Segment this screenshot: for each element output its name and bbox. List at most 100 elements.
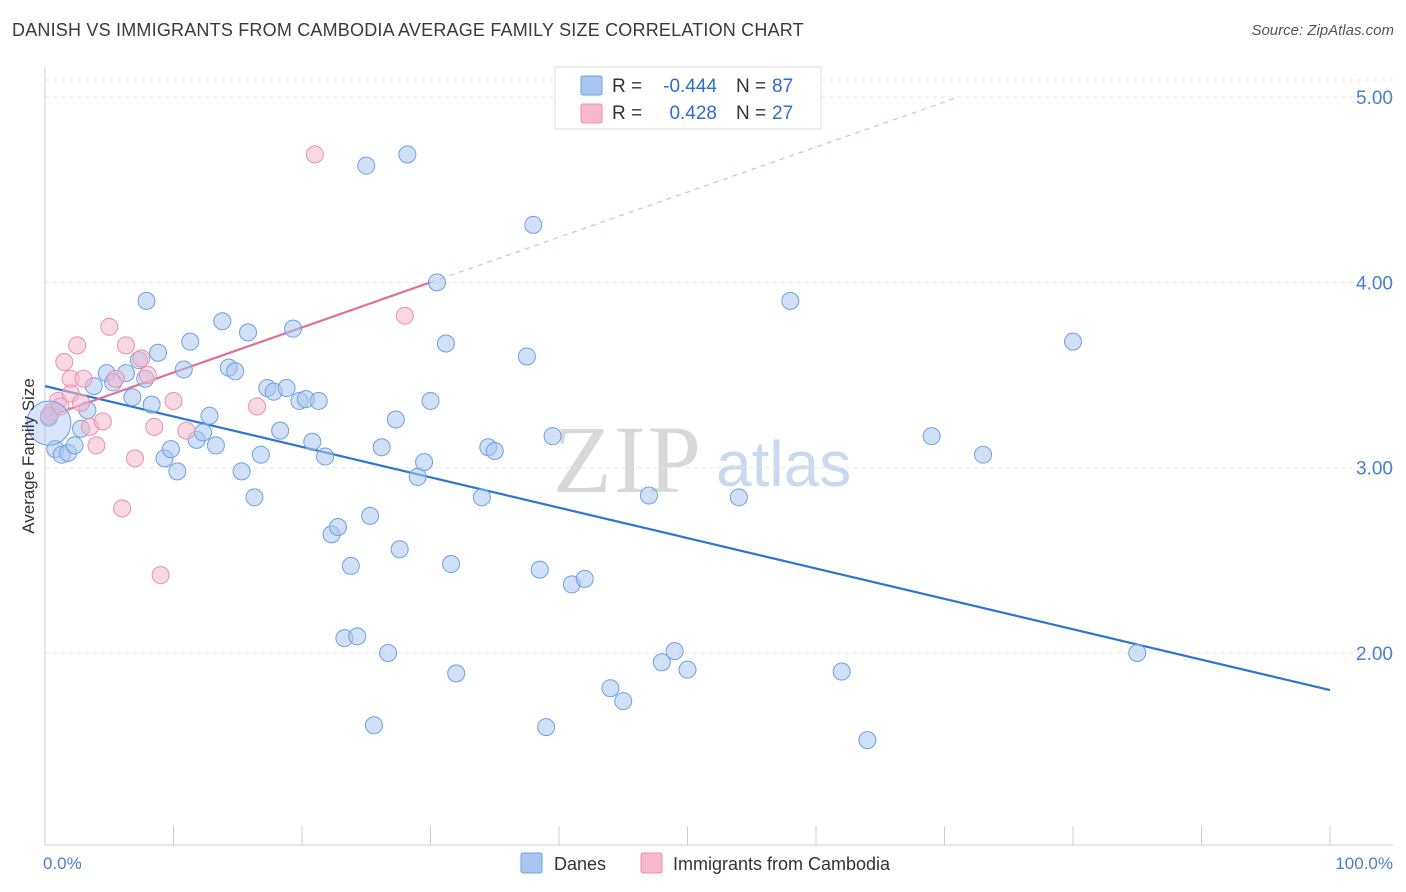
point-danes bbox=[200, 406, 219, 425]
point-danes bbox=[226, 362, 245, 381]
point-danes bbox=[364, 716, 383, 735]
point-danes bbox=[524, 215, 543, 234]
point-danes bbox=[213, 312, 232, 331]
bottom-legend: Danes Immigrants from Cambodia bbox=[520, 852, 891, 874]
point-danes bbox=[316, 447, 335, 466]
point-danes bbox=[472, 488, 491, 507]
point-danes bbox=[137, 291, 156, 310]
trend-line-danes bbox=[44, 385, 1331, 692]
axes bbox=[44, 68, 1393, 846]
point-danes bbox=[601, 679, 620, 698]
point-cambodia bbox=[106, 369, 125, 388]
point-cambodia bbox=[125, 449, 144, 468]
point-danes bbox=[251, 445, 270, 464]
point-danes bbox=[328, 517, 347, 536]
point-cambodia bbox=[71, 393, 90, 412]
watermark-zip: ZIP bbox=[553, 406, 703, 513]
point-danes bbox=[348, 627, 367, 646]
point-danes bbox=[142, 395, 161, 414]
point-danes bbox=[341, 556, 360, 575]
trend-line-cambodia-extension bbox=[430, 96, 958, 283]
point-danes bbox=[729, 488, 748, 507]
point-danes bbox=[442, 555, 461, 574]
point-danes bbox=[447, 664, 466, 683]
point-danes bbox=[537, 718, 556, 737]
point-cambodia bbox=[74, 369, 93, 388]
point-cambodia bbox=[132, 349, 151, 368]
point-danes bbox=[652, 653, 671, 672]
legend-swatch-danes bbox=[580, 75, 603, 96]
point-danes bbox=[149, 343, 168, 362]
point-danes bbox=[974, 445, 993, 464]
point-danes bbox=[1128, 644, 1147, 662]
x-tick-label-min: 0.0% bbox=[43, 854, 82, 873]
point-danes bbox=[123, 388, 142, 407]
point-cambodia bbox=[248, 397, 267, 416]
bottom-legend-label-cambodia: Immigrants from Cambodia bbox=[673, 854, 891, 874]
point-danes bbox=[398, 145, 417, 164]
point-cambodia bbox=[93, 412, 112, 431]
legend-n-value-danes: 87 bbox=[772, 76, 793, 97]
y-tick-label: 4.00 bbox=[1356, 273, 1393, 294]
point-danes bbox=[436, 334, 455, 353]
point-danes bbox=[408, 467, 427, 486]
y-tick-label: 3.00 bbox=[1356, 459, 1393, 480]
legend-n-value-cambodia: 27 bbox=[772, 103, 793, 124]
x-tick-label-max: 100.0% bbox=[1335, 854, 1393, 873]
point-danes bbox=[665, 642, 684, 661]
bottom-legend-label-danes: Danes bbox=[554, 854, 606, 874]
point-danes bbox=[168, 462, 187, 481]
point-danes bbox=[181, 332, 200, 351]
point-danes bbox=[361, 506, 380, 525]
chart-source: Source: ZipAtlas.com bbox=[1251, 22, 1394, 39]
point-danes bbox=[530, 560, 549, 579]
point-danes bbox=[284, 319, 303, 338]
point-cambodia bbox=[151, 566, 170, 585]
point-danes bbox=[206, 436, 225, 455]
point-danes bbox=[922, 427, 941, 446]
point-danes bbox=[161, 440, 180, 459]
legend-r-label-cambodia: R = bbox=[612, 103, 642, 124]
point-danes bbox=[245, 488, 264, 507]
point-danes bbox=[1064, 332, 1082, 351]
point-danes bbox=[372, 438, 391, 457]
watermark-atlas: atlas bbox=[716, 428, 851, 500]
chart-title: DANISH VS IMMIGRANTS FROM CAMBODIA AVERA… bbox=[12, 20, 804, 40]
point-danes bbox=[543, 427, 562, 446]
point-danes bbox=[357, 156, 376, 175]
gridlines bbox=[45, 79, 1393, 654]
trend-lines bbox=[44, 96, 1331, 692]
point-cambodia bbox=[116, 336, 135, 355]
point-danes bbox=[390, 540, 409, 559]
point-cambodia bbox=[138, 366, 157, 384]
y-tick-label: 5.00 bbox=[1356, 88, 1393, 109]
point-danes bbox=[277, 378, 296, 397]
y-axis-label: Average Family Size bbox=[19, 378, 38, 534]
point-danes bbox=[239, 323, 258, 342]
point-danes bbox=[517, 347, 536, 366]
y-tick-label: 2.00 bbox=[1356, 644, 1393, 665]
point-cambodia bbox=[395, 306, 414, 325]
point-danes bbox=[174, 360, 193, 379]
point-danes bbox=[614, 692, 633, 711]
legend-r-value-cambodia: 0.428 bbox=[669, 103, 717, 124]
point-danes bbox=[678, 660, 697, 679]
bottom-legend-swatch-cambodia bbox=[640, 852, 663, 874]
legend-swatch-cambodia bbox=[580, 103, 603, 124]
point-cambodia bbox=[164, 391, 183, 410]
point-danes bbox=[858, 731, 877, 750]
data-points bbox=[26, 145, 1147, 750]
point-danes bbox=[832, 662, 851, 681]
trend-line-cambodia bbox=[44, 281, 431, 419]
point-cambodia bbox=[55, 353, 74, 372]
point-cambodia bbox=[305, 145, 324, 164]
point-danes bbox=[303, 432, 322, 451]
point-danes bbox=[65, 436, 84, 455]
y-tick-labels: 2.00 3.00 4.00 5.00 bbox=[1356, 88, 1393, 665]
point-cambodia bbox=[145, 417, 164, 436]
point-danes bbox=[639, 486, 658, 505]
point-danes bbox=[485, 441, 504, 460]
legend-r-label-danes: R = bbox=[612, 76, 642, 97]
point-danes bbox=[781, 291, 800, 310]
point-danes bbox=[421, 391, 440, 410]
